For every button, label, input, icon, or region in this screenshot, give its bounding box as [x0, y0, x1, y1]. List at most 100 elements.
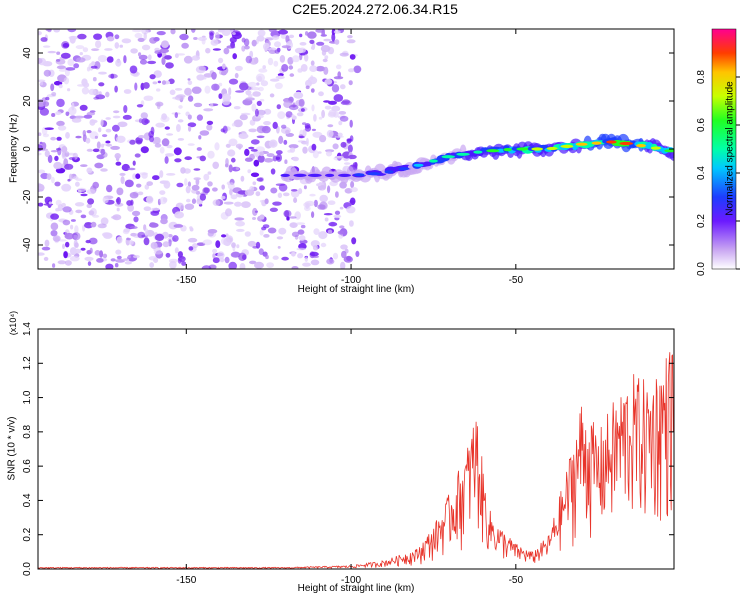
noise-speck	[320, 242, 327, 248]
noise-speck	[159, 48, 169, 54]
noise-speck	[230, 251, 241, 258]
noise-speck	[132, 210, 141, 217]
noise-speck	[298, 47, 306, 53]
noise-speck	[244, 189, 255, 196]
noise-speck	[58, 84, 63, 89]
noise-speck	[259, 229, 264, 236]
ridge-peak	[398, 167, 410, 171]
noise-speck	[184, 87, 192, 96]
noise-speck	[239, 114, 248, 121]
noise-speck	[245, 55, 252, 64]
noise-speck	[236, 244, 240, 249]
noise-speck	[244, 45, 250, 50]
noise-speck	[159, 146, 165, 154]
noise-speck	[176, 124, 181, 132]
noise-speck	[83, 114, 93, 119]
noise-speck	[324, 217, 329, 222]
noise-speck	[176, 53, 185, 56]
ridge-peak	[606, 140, 617, 144]
noise-speck	[137, 191, 144, 196]
noise-speck	[324, 78, 333, 85]
noise-speck	[220, 195, 226, 200]
noise-speck	[43, 45, 51, 48]
noise-speck	[328, 109, 337, 117]
noise-speck	[130, 232, 137, 237]
noise-speck	[38, 57, 43, 64]
top-y-tick-label: 40	[22, 47, 33, 59]
noise-speck	[203, 108, 214, 112]
noise-speck	[42, 61, 53, 67]
noise-speck	[132, 173, 137, 180]
noise-speck	[235, 90, 245, 93]
noise-speck	[115, 249, 122, 255]
ridge-peak	[636, 144, 646, 148]
noise-speck	[229, 29, 234, 33]
noise-speck	[279, 55, 286, 63]
noise-speck	[162, 241, 170, 248]
noise-speck	[252, 207, 258, 216]
noise-speck	[164, 156, 169, 164]
noise-speck	[349, 220, 354, 227]
noise-speckle-layer	[38, 29, 362, 269]
noise-speck	[242, 254, 247, 260]
noise-speck	[56, 120, 65, 127]
noise-speck	[94, 162, 104, 169]
ridge-peak	[367, 172, 381, 176]
noise-speck	[198, 135, 202, 140]
noise-speck	[244, 231, 251, 237]
noise-speck	[293, 91, 304, 99]
noise-speck	[128, 240, 134, 245]
noise-speck	[188, 126, 192, 132]
noise-speck	[161, 57, 166, 65]
noise-speck	[64, 260, 72, 266]
ridge-peak	[619, 141, 633, 146]
noise-speck	[346, 206, 356, 214]
noise-speck	[62, 219, 71, 226]
noise-speck	[305, 85, 310, 90]
noise-speck	[319, 194, 329, 203]
bottom-y-tick-label: 0.2	[22, 527, 33, 541]
noise-speck	[41, 246, 51, 251]
noise-speck	[98, 127, 102, 133]
noise-speck	[304, 200, 315, 207]
noise-speck	[183, 55, 193, 64]
noise-speck	[64, 232, 75, 240]
noise-speck	[318, 116, 323, 120]
noise-speck	[173, 147, 182, 156]
noise-speck	[62, 243, 65, 249]
noise-speck	[268, 49, 277, 55]
top-y-tick-label: -40	[22, 237, 33, 252]
noise-speck	[51, 176, 55, 184]
noise-speck	[91, 61, 96, 66]
ridge-peak	[650, 146, 662, 150]
noise-speck	[75, 181, 80, 187]
noise-speck	[92, 181, 99, 189]
noise-speck	[130, 48, 138, 54]
noise-speck	[80, 214, 87, 219]
noise-speck	[96, 258, 104, 263]
noise-speck	[309, 39, 315, 45]
noise-speck	[90, 221, 97, 228]
noise-speck	[288, 144, 299, 149]
noise-speck	[114, 85, 118, 93]
noise-speck	[166, 133, 174, 136]
noise-speck	[225, 158, 229, 166]
noise-speck	[105, 140, 111, 144]
noise-speck	[326, 129, 334, 138]
bottom-y-ticks: 0.0 0.2 0.4 0.6 0.8 1.0 1.2 1.4	[22, 322, 674, 576]
noise-speck	[285, 111, 293, 118]
colorbar-title: Normalized spectral amplitude	[724, 81, 736, 216]
noise-speck	[153, 70, 162, 78]
noise-speck	[121, 38, 132, 44]
noise-speck	[104, 48, 113, 51]
noise-speck	[295, 222, 306, 225]
noise-speck	[275, 183, 286, 186]
noise-speck	[139, 59, 148, 65]
noise-speck	[266, 262, 274, 268]
noise-speck	[328, 100, 337, 105]
ridge-peak	[486, 149, 500, 153]
noise-speck	[93, 33, 103, 40]
noise-speck	[50, 136, 57, 141]
noise-speck	[137, 37, 145, 43]
noise-speck	[110, 145, 120, 150]
